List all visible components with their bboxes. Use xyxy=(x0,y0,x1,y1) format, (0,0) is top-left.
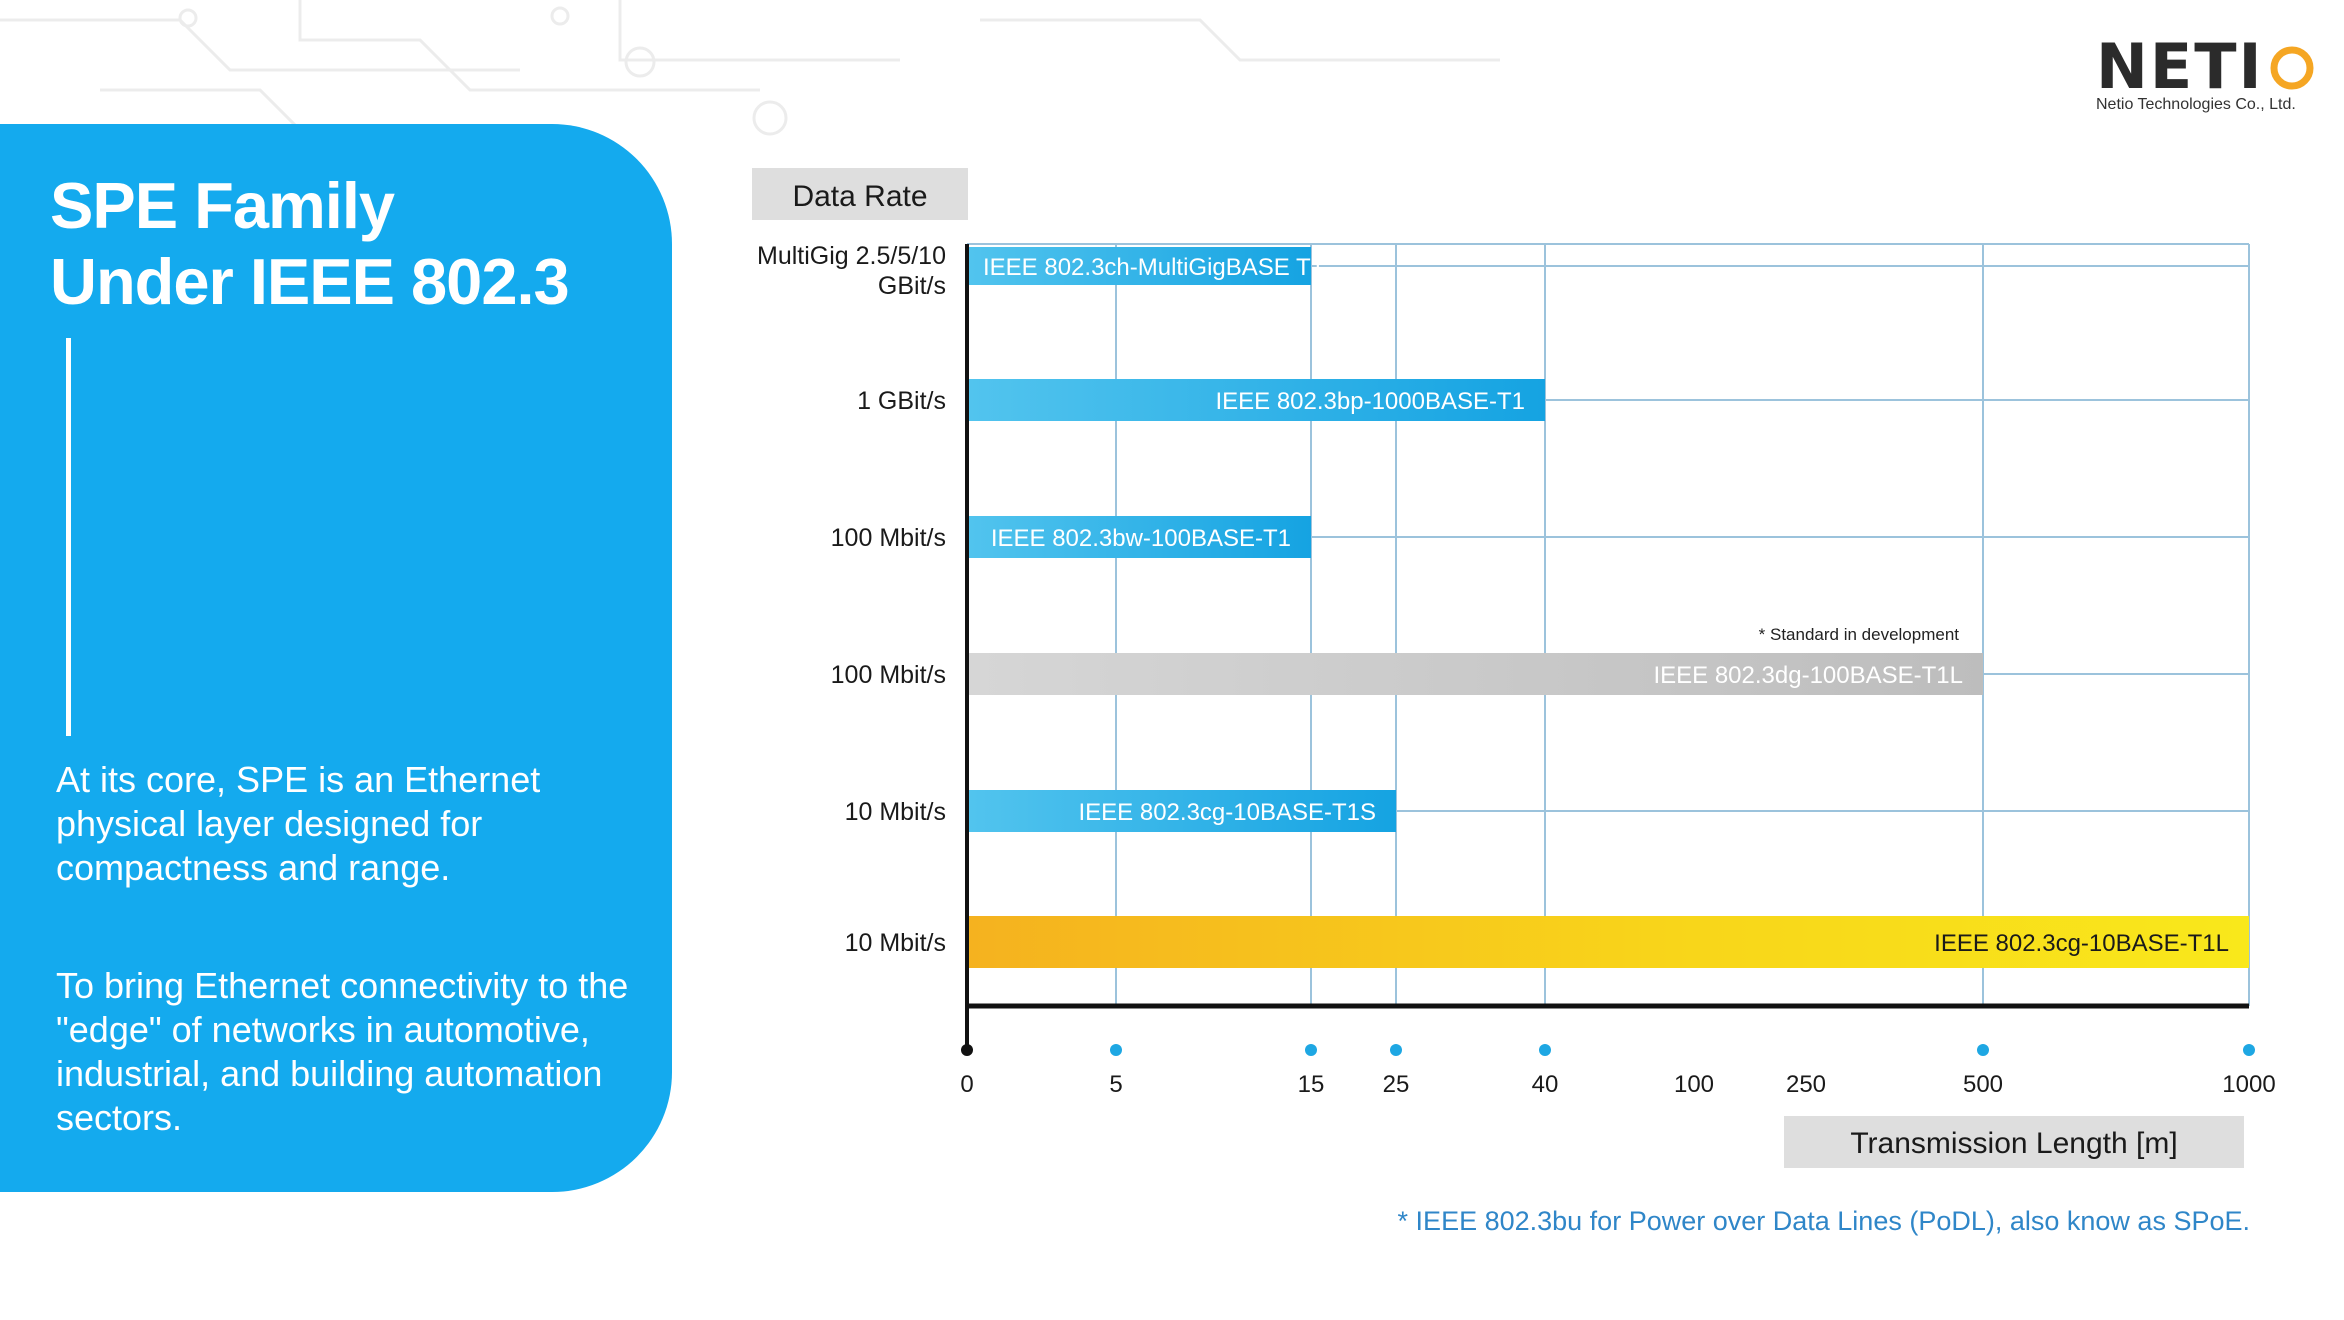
rate-label: MultiGig 2.5/5/10 GBit/s xyxy=(757,242,946,300)
bar-label: IEEE 802.3bp-1000BASE-T1 xyxy=(1215,388,1525,415)
x-axis-label: Transmission Length [m] xyxy=(1850,1127,2177,1160)
x-axis-label-box xyxy=(1784,1116,2244,1168)
x-tick-label: 5 xyxy=(1109,1071,1122,1098)
bar-label: IEEE 802.3cg-10BASE-T1S xyxy=(1079,799,1377,826)
tick-dot xyxy=(1390,1044,1402,1056)
bar-label: IEEE 802.3cg-10BASE-T1L xyxy=(1934,930,2229,957)
circuit-background xyxy=(0,0,1500,136)
bar-label: IEEE 802.3bw-100BASE-T1 xyxy=(991,525,1291,552)
bar-label: IEEE 802.3dg-100BASE-T1L xyxy=(1653,662,1963,689)
rate-label: 100 Mbit/s xyxy=(831,661,946,689)
intro-paragraph-1: At its core, SPE is an Ethernet physical… xyxy=(56,759,541,888)
x-tick-label: 0 xyxy=(960,1071,973,1098)
bar-ieee-802-3cg-10base-t1s xyxy=(967,790,1396,832)
netio-logo: NETI Netio Technologies Co., Ltd. xyxy=(2096,34,2316,124)
x-tick-label: 40 xyxy=(1532,1071,1559,1098)
accent-divider xyxy=(66,338,71,736)
logo-wordmark: NETI xyxy=(2096,30,2264,103)
bar-ieee-802-3cg-10base-t1l xyxy=(967,916,2249,968)
tick-dot xyxy=(1539,1044,1551,1056)
intro-panel xyxy=(0,124,672,1192)
podl-footnote: * IEEE 802.3bu for Power over Data Lines… xyxy=(1397,1206,2250,1236)
y-axis-label-box xyxy=(752,168,968,220)
rate-label: 100 Mbit/s xyxy=(831,524,946,552)
x-tick-label: 15 xyxy=(1298,1071,1325,1098)
tick-dot xyxy=(1977,1044,1989,1056)
tick-dot xyxy=(1110,1044,1122,1056)
tick-dot xyxy=(1305,1044,1317,1056)
company-name: Netio Technologies Co., Ltd. xyxy=(2096,96,2296,113)
title-line-1: SPE Family xyxy=(50,169,395,242)
page-title: SPE Family Under IEEE 802.3 xyxy=(50,168,650,320)
development-note: * Standard in development xyxy=(1759,625,1960,644)
rate-label: 1 GBit/s xyxy=(857,387,946,415)
bar-ieee-802-3dg-100base-t1l xyxy=(967,653,1983,695)
x-tick-label: 25 xyxy=(1383,1071,1410,1098)
origin-dot xyxy=(961,1044,973,1056)
bar-ieee-802-3ch-multigigbase-t1 xyxy=(967,247,1311,285)
x-tick-label: 500 xyxy=(1963,1071,2003,1098)
logo-ring-icon xyxy=(2270,46,2314,90)
y-axis-label: Data Rate xyxy=(792,180,927,213)
x-tick-label: 1000 xyxy=(2222,1071,2275,1098)
tick-dot xyxy=(2243,1044,2255,1056)
bar-label: IEEE 802.3ch-MultiGigBASE T1 xyxy=(983,254,1324,281)
rate-label: 10 Mbit/s xyxy=(845,929,946,957)
x-tick-label: 250 xyxy=(1786,1071,1826,1098)
bar-ieee-802-3bp-1000base-t1 xyxy=(967,379,1545,421)
x-tick-label: 100 xyxy=(1674,1071,1714,1098)
bar-ieee-802-3bw-100base-t1 xyxy=(967,516,1311,558)
intro-paragraph-2: To bring Ethernet connectivity to the "e… xyxy=(56,965,629,1138)
rate-label: 10 Mbit/s xyxy=(845,798,946,826)
title-line-2: Under IEEE 802.3 xyxy=(50,245,570,318)
